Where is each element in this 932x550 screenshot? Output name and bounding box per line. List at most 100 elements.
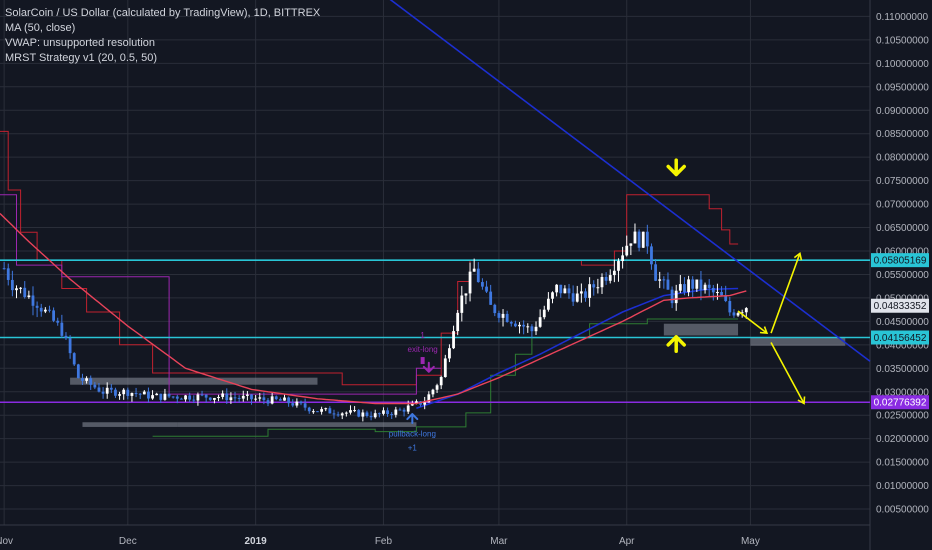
candle-body [518,324,521,327]
legend-symbol[interactable]: SolarCoin / US Dollar (calculated by Tra… [5,7,321,19]
support-box [663,323,739,336]
candle-body [151,395,154,399]
candle-body [678,284,682,291]
candle-body [596,287,600,289]
candle-body [736,313,740,316]
y-tick-label: 0.06000000 [876,247,929,258]
candle-body [443,358,447,378]
y-tick-label: 0.10000000 [876,59,929,70]
candle-body [621,255,625,262]
candle-body [476,268,480,283]
projection-arrowhead [793,251,803,261]
candle-body [299,401,303,404]
candle-body [402,409,406,412]
x-tick-label: Feb [375,536,393,547]
candle-body [167,393,171,397]
candle-body [452,331,455,349]
down-arrow-top [666,158,686,177]
candle-body [6,268,10,280]
price-tag-label: 0.04833352 [874,301,927,312]
candle-body [542,309,546,318]
candle-body [427,394,431,403]
candle-body [316,411,319,413]
y-tick-label: 0.10500000 [876,35,929,46]
candle-body [522,324,526,327]
candle-body [56,320,60,323]
y-tick-label: 0.02000000 [876,434,929,445]
candle-body [85,378,88,381]
candle-body [134,393,138,395]
candle-body [472,268,476,272]
y-tick-label: 0.07000000 [876,200,929,211]
candle-body [344,412,348,414]
y-tick-label: 0.08500000 [876,129,929,140]
candle-body [435,385,439,390]
support-box [82,422,178,427]
price-tag-bg [871,330,929,345]
candle-body [105,387,109,394]
candle-body [76,364,80,379]
candle-body [744,308,748,313]
candle-body [188,395,192,400]
candle-body [48,309,51,311]
candle-body [340,413,344,416]
candle-body [724,295,728,302]
candle-body [377,413,381,415]
candle-body [155,393,159,396]
candle-body [670,289,674,304]
support-box [177,422,417,427]
candle-body [600,276,604,288]
candle-body [2,268,6,270]
candle-body [311,411,315,413]
legend-ma[interactable]: MA (50, close) [5,22,76,34]
candle-body [262,397,266,401]
candle-body [683,284,686,293]
candle-body [229,397,233,401]
support-box [750,337,846,346]
candle-body [526,326,530,328]
lower-channel-line [152,318,739,437]
candle-body [295,401,299,406]
candle-body [612,270,616,276]
y-tick-label: 0.00500000 [876,505,929,516]
price-tag-bg [871,253,929,268]
support-box [70,377,318,385]
candle-body [81,378,84,381]
price-tag-bg [871,298,929,313]
candle-body [514,323,517,327]
candle-body [225,393,229,401]
candle-body [361,412,365,417]
candle-body [97,387,101,392]
candle-body [654,264,657,281]
y-tick-label: 0.03500000 [876,364,929,375]
candle-body [89,378,93,385]
projection-line [770,342,805,404]
candle-body [233,397,237,399]
candle-body [711,287,715,293]
exit-long-marker [420,357,425,365]
candle-body [485,286,488,292]
candle-body [208,397,212,400]
y-tick-label: 0.06500000 [876,223,929,234]
candle-body [394,409,398,415]
x-tick-label: May [741,536,760,547]
blue-support-curve [416,287,739,409]
legend-vwap[interactable]: VWAP: unsupported resolution [5,37,156,49]
price-tag-bg [871,395,929,410]
candle-body [258,397,262,399]
price-tag-label: 0.05805169 [874,256,927,267]
candle-body [184,395,187,400]
y-tick-label: 0.01500000 [876,458,929,469]
projection-line [770,253,801,334]
candle-body [10,279,14,291]
candle-body [509,322,513,324]
legend-mrst[interactable]: MRST Strategy v1 (20, 0.5, 50) [5,52,158,64]
candle-body [122,389,126,395]
candle-body [415,401,418,404]
candle-body [147,391,150,399]
exit-long-label: exit-long [408,345,438,354]
candle-body [72,353,76,365]
candle-body [328,408,332,414]
candle-body [637,231,641,248]
